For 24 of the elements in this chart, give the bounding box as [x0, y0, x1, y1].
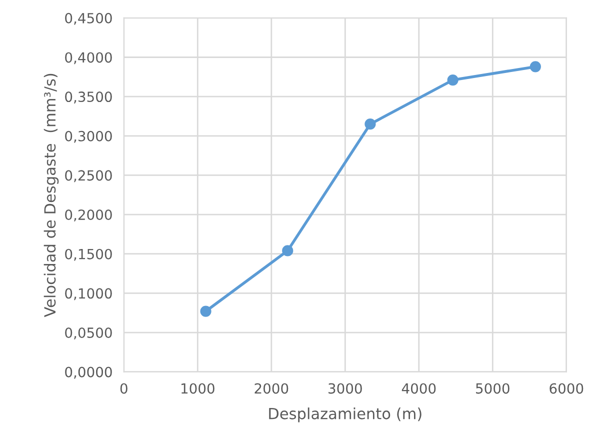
x-tick-label: 4000 — [402, 383, 436, 394]
point — [200, 306, 212, 317]
y-tick-label: 0,3500 — [65, 92, 112, 104]
x-tick-label: 5000 — [476, 383, 510, 394]
point — [530, 61, 541, 72]
x-tick-label: 6000 — [550, 383, 584, 394]
y-axis-title: Velocidad de Desgaste (mm³/s) — [44, 74, 59, 318]
x-tick-label: 3000 — [328, 383, 362, 394]
point — [447, 74, 458, 86]
point — [282, 245, 294, 256]
y-tick-label: 0,2000 — [65, 210, 112, 222]
y-tick-label: 0,4000 — [65, 52, 112, 64]
y-tick-label: 0,3000 — [65, 130, 112, 143]
y-tick-label: 0,0500 — [65, 327, 112, 340]
x-axis-title: Desplazamiento (m) — [269, 408, 422, 422]
y-tick-label: 0,2500 — [65, 170, 112, 182]
point — [364, 118, 376, 130]
x-tick-label: 1000 — [182, 383, 214, 394]
x-tick-label: 2000 — [254, 383, 288, 394]
y-tick-label: 0,1000 — [65, 288, 112, 300]
x-tick-label: 0 — [120, 383, 128, 394]
y-tick-label: 0,1500 — [65, 248, 112, 261]
y-tick-label: 0,4500 — [65, 12, 112, 25]
y-tick-label: 0,0000 — [65, 366, 112, 379]
